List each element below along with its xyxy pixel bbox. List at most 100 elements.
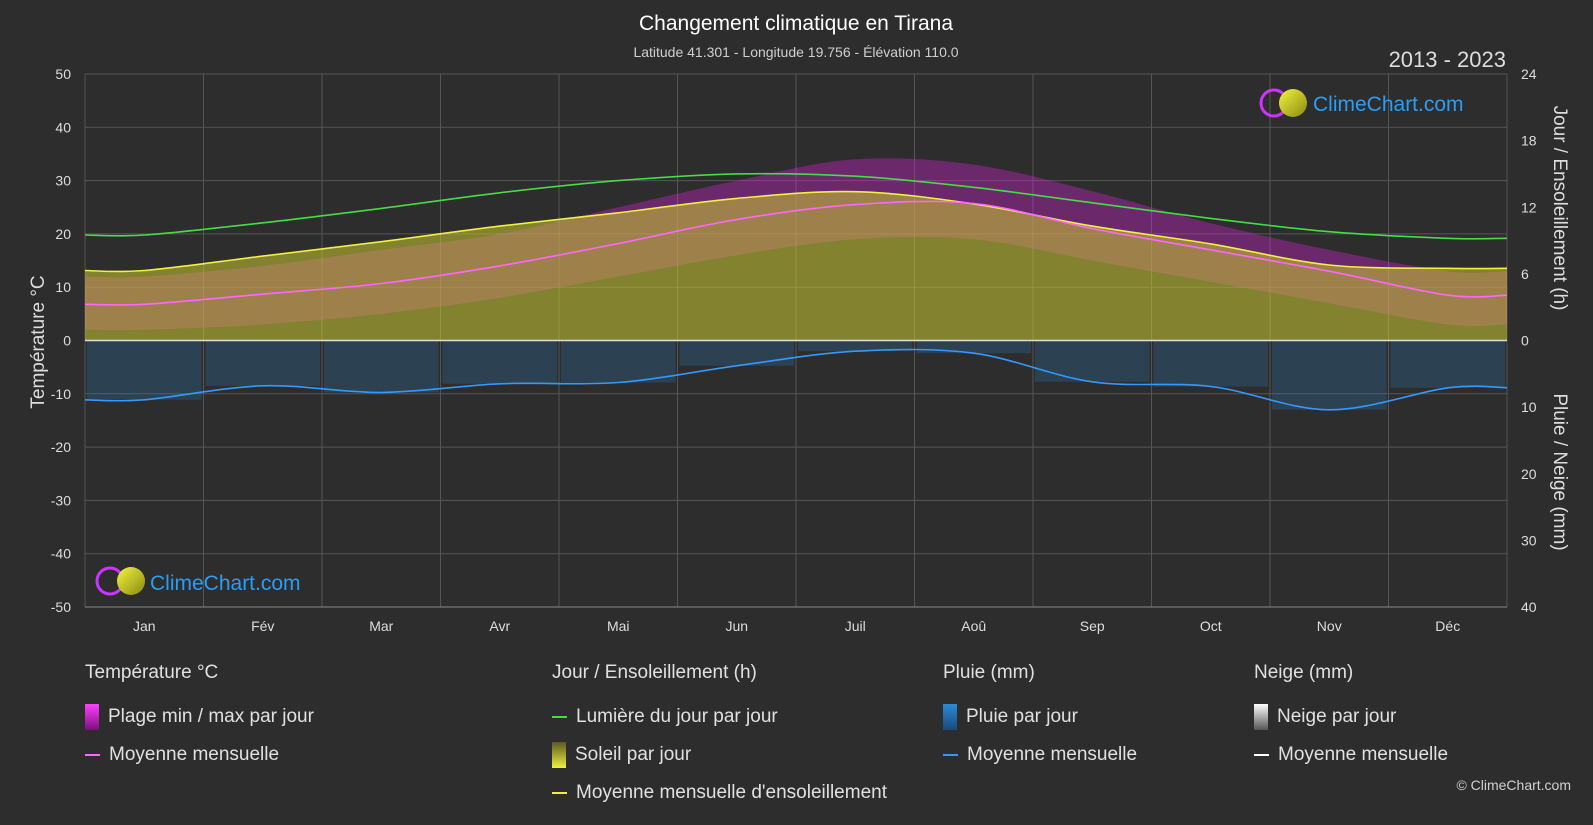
y-left-tick-label: 40 (55, 119, 71, 135)
x-tick-label: Aoû (961, 618, 986, 634)
rain-bars (87, 340, 1505, 410)
x-tick-label: Oct (1200, 618, 1222, 634)
y-left-tick-label: 20 (55, 226, 71, 242)
rain-bar (916, 340, 1031, 354)
temperature-mean-line (84, 200, 1508, 306)
legend-title: Pluie (mm) (943, 662, 1035, 683)
y-left-tick-label: -10 (51, 386, 71, 402)
legend-label: Plage min / max par jour (108, 706, 314, 727)
rain-swatch (943, 704, 957, 730)
y-left-tick-label: -30 (51, 492, 71, 508)
y-right-bottom-tick-label: 40 (1521, 599, 1537, 615)
temp-range-swatch (85, 704, 99, 730)
y-right-bottom-tick-label: 30 (1521, 532, 1537, 548)
legend-rain: Pluie (mm) Pluie par jour Moyenne mensue… (943, 662, 1137, 774)
legend-sun: Jour / Ensoleillement (h) Lumière du jou… (552, 662, 887, 812)
legend-item: Moyenne mensuelle d'ensoleillement (552, 774, 887, 812)
snow-mean-swatch (1254, 754, 1269, 756)
y-left-tick-label: 50 (55, 66, 71, 82)
brand-logo-bottom[interactable]: ClimeChart.com (95, 566, 301, 596)
x-tick-label: Déc (1435, 618, 1460, 634)
logo-sun-icon (117, 567, 145, 595)
rain-bar (1153, 340, 1268, 387)
rain-bar (442, 340, 557, 384)
legend-item: Plage min / max par jour (85, 698, 314, 736)
y-left-tick-label: 10 (55, 279, 71, 295)
y-right-top-tick-label: 18 (1521, 133, 1537, 149)
x-tick-label: Juil (845, 618, 866, 634)
legend-item: Pluie par jour (943, 698, 1137, 736)
rain-bar (324, 340, 439, 393)
y-right-top-tick-label: 24 (1521, 66, 1537, 82)
legend-label: Moyenne mensuelle (1278, 744, 1449, 765)
legend-label: Pluie par jour (966, 706, 1078, 727)
y-axis-right-bottom-title: Pluie / Neige (mm) (1549, 393, 1570, 550)
y-left-tick-label: 0 (63, 333, 71, 349)
x-tick-label: Sep (1080, 618, 1105, 634)
brand-logo-text: ClimeChart.com (150, 572, 301, 595)
chart-subtitle: Latitude 41.301 - Longitude 19.756 - Élé… (633, 44, 958, 60)
y-axis-right-top-title: Jour / Ensoleillement (h) (1549, 106, 1570, 311)
copyright: © ClimeChart.com (1456, 777, 1571, 793)
daylight-swatch (552, 716, 567, 718)
legend-item: Moyenne mensuelle (943, 736, 1137, 774)
brand-logo-top[interactable]: ClimeChart.com (1259, 88, 1464, 118)
axes: 50 40 30 20 10 0 -10 -20 -30 -40 -50 24 18 12 6 0 10 20 30… (51, 66, 1537, 634)
legend-label: Moyenne mensuelle (109, 744, 280, 765)
sunshine-area (85, 191, 1507, 341)
legend-label: Lumière du jour par jour (576, 706, 778, 727)
legend-temperature: Température °C Plage min / max par jour … (85, 662, 314, 774)
legend-title: Jour / Ensoleillement (h) (552, 662, 757, 683)
y-right-bottom-tick-label: 20 (1521, 466, 1537, 482)
y-right-top-tick-label: 6 (1521, 266, 1529, 282)
rain-bar (561, 340, 676, 383)
rain-bar (205, 340, 320, 386)
legend-item: Moyenne mensuelle (1254, 736, 1448, 774)
y-right-top-tick-label: 0 (1521, 333, 1529, 349)
sunshine-mean-line (84, 190, 1508, 273)
legend-title: Neige (mm) (1254, 662, 1354, 683)
chart-title: Changement climatique en Tirana (639, 12, 953, 35)
x-tick-label: Avr (489, 618, 510, 634)
rain-mean-line (84, 348, 1508, 411)
x-tick-label: Jan (133, 618, 156, 634)
brand-logo-text: ClimeChart.com (1313, 93, 1464, 116)
legend-item: Moyenne mensuelle (85, 736, 314, 774)
logo-sun-icon (1279, 89, 1307, 117)
legend-item: Lumière du jour par jour (552, 698, 887, 736)
y-left-tick-label: 30 (55, 173, 71, 189)
legend-item: Neige par jour (1254, 698, 1448, 736)
daylight-line (84, 172, 1508, 240)
x-tick-label: Nov (1317, 618, 1342, 634)
y-right-bottom-tick-label: 10 (1521, 399, 1537, 415)
sunshine-area (85, 191, 1507, 341)
rain-bar (798, 340, 913, 352)
snow-swatch (1254, 704, 1268, 730)
sunshine-mean-swatch (552, 792, 567, 794)
rain-bar (1272, 340, 1387, 410)
x-tick-label: Jun (725, 618, 748, 634)
legend-snow: Neige (mm) Neige par jour Moyenne mensue… (1254, 662, 1448, 774)
legend-label: Soleil par jour (575, 744, 692, 765)
year-range: 2013 - 2023 (1389, 47, 1506, 72)
rain-bar (1390, 340, 1505, 388)
rain-mean-swatch (943, 754, 958, 756)
x-tick-label: Mai (607, 618, 630, 634)
sunshine-swatch (552, 742, 566, 768)
series-lines (84, 172, 1508, 411)
y-right-top-tick-label: 12 (1521, 199, 1537, 215)
rain-bar (87, 340, 202, 400)
y-axis-left-title: Température °C (28, 275, 49, 408)
legend-label: Moyenne mensuelle (967, 744, 1138, 765)
legend-label: Moyenne mensuelle d'ensoleillement (576, 782, 887, 803)
y-left-tick-label: -20 (51, 439, 71, 455)
rain-bar (1035, 340, 1150, 382)
x-tick-label: Mar (369, 618, 393, 634)
y-left-tick-label: -50 (51, 599, 71, 615)
legend-item: Soleil par jour (552, 736, 887, 774)
rain-bar (679, 340, 794, 366)
x-tick-label: Fév (251, 618, 274, 634)
legend-label: Neige par jour (1277, 706, 1397, 727)
legend-title: Température °C (85, 662, 219, 683)
